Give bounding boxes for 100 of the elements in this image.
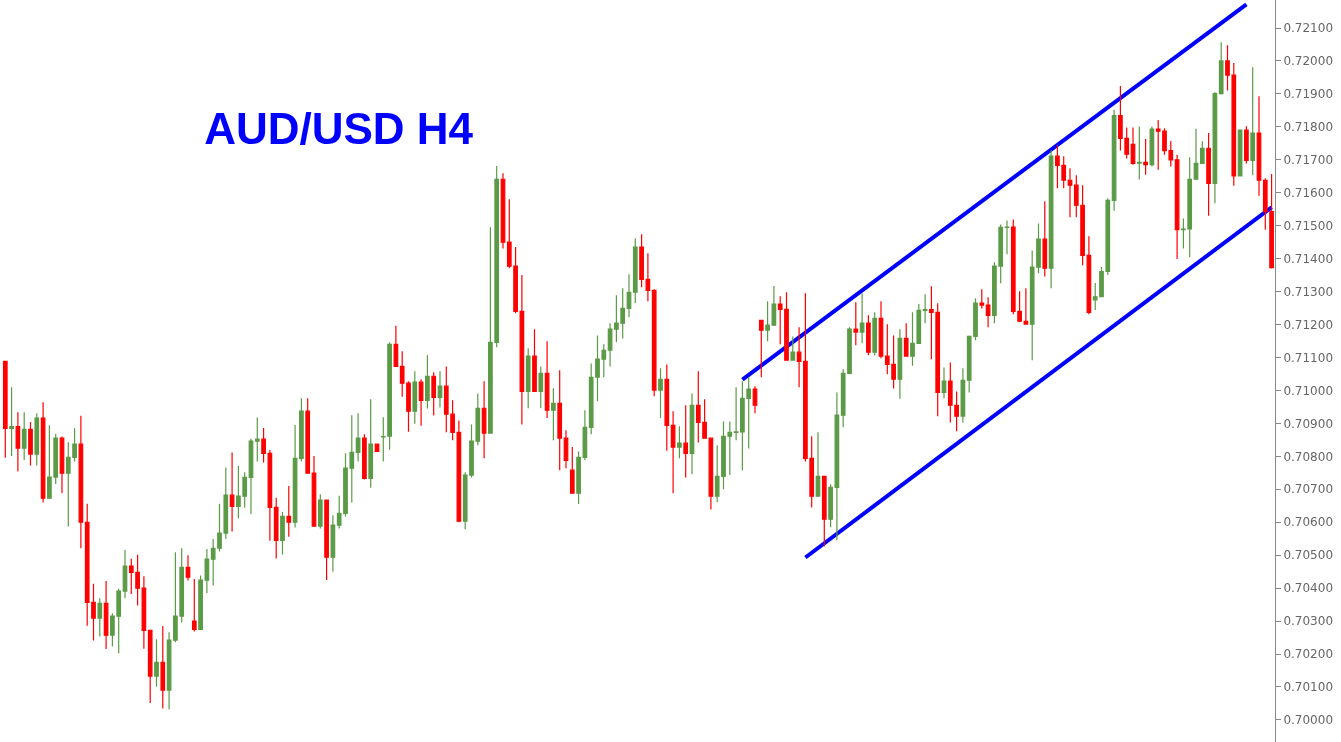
candlestick <box>154 638 159 688</box>
y-tick-label: 0.70500 <box>1283 548 1334 563</box>
candlestick <box>1149 125 1155 167</box>
candlestick <box>1067 167 1073 218</box>
candlestick <box>481 380 487 459</box>
candlestick <box>1256 95 1262 197</box>
candlestick <box>1218 41 1224 96</box>
candlestick <box>1130 126 1136 166</box>
y-tick-label: 0.70100 <box>1283 680 1334 695</box>
y-tick-label: 0.71400 <box>1283 251 1334 266</box>
y-tick-label: 0.71100 <box>1283 350 1334 365</box>
candlestick <box>859 292 865 344</box>
candlestick <box>317 493 323 530</box>
candlestick <box>9 386 14 457</box>
candlestick <box>664 363 670 452</box>
candlestick <box>632 237 638 304</box>
y-tick-label: 0.71300 <box>1283 284 1334 299</box>
candlestick <box>1212 91 1218 204</box>
candlestick <box>683 404 689 479</box>
candlestick <box>557 369 563 471</box>
candlestick <box>532 328 537 393</box>
candlestick <box>185 554 191 582</box>
candlestick <box>1237 129 1243 177</box>
y-tick-label: 0.70300 <box>1283 614 1334 629</box>
candlestick <box>1174 154 1180 260</box>
candlestick <box>362 433 367 480</box>
candlestick <box>1244 125 1249 165</box>
candlestick <box>431 371 437 417</box>
candlestick <box>97 597 103 638</box>
candlestick <box>1004 219 1010 255</box>
candlestick <box>821 475 827 547</box>
candlestick <box>815 431 821 497</box>
candlestick <box>78 415 84 549</box>
y-tick-label: 0.71600 <box>1283 185 1334 200</box>
candlestick <box>229 451 235 533</box>
candlestick <box>658 367 663 419</box>
y-tick-label: 0.71900 <box>1283 87 1334 102</box>
y-tick-label: 0.72000 <box>1283 54 1334 69</box>
candlestick <box>897 328 903 400</box>
candlestick <box>979 288 985 309</box>
candlestick <box>248 438 254 515</box>
candlestick <box>758 319 764 378</box>
candlestick <box>544 340 550 419</box>
candlestick <box>280 511 285 556</box>
candlestick <box>418 378 424 427</box>
candlestick <box>21 411 27 461</box>
candlestick <box>872 311 878 357</box>
candlestick <box>40 401 46 504</box>
candlestick <box>59 435 65 494</box>
candlestick <box>103 580 109 650</box>
candlestick <box>922 293 928 324</box>
candlestick <box>903 322 909 357</box>
candlestick <box>985 296 991 328</box>
candlestick <box>960 367 966 423</box>
candlestick <box>368 398 374 489</box>
candlestick <box>563 429 569 469</box>
candlestick <box>330 514 336 573</box>
candlestick <box>670 410 676 494</box>
candlestick <box>273 497 279 560</box>
y-tick-label: 0.70700 <box>1283 482 1334 497</box>
candlestick <box>412 370 418 425</box>
candlestick <box>853 301 859 346</box>
candlestick <box>425 354 430 410</box>
candlestick <box>1111 109 1117 212</box>
y-tick-label: 0.70200 <box>1283 647 1334 662</box>
candlestick <box>15 411 21 473</box>
candlestick <box>286 485 292 538</box>
candlestick <box>866 314 871 356</box>
candlestick <box>311 455 317 527</box>
candlestick <box>626 273 632 318</box>
candlestick <box>790 335 796 361</box>
candlestick <box>538 365 544 409</box>
candlestick <box>689 392 695 475</box>
candlestick <box>160 625 166 709</box>
candlestick <box>878 300 884 359</box>
candlestick <box>1206 132 1211 217</box>
y-tick-label: 0.70800 <box>1283 449 1334 464</box>
y-tick-label: 0.71000 <box>1283 383 1334 398</box>
candlestick <box>147 629 153 704</box>
candlestick <box>1199 140 1205 165</box>
candlestick <box>324 499 329 581</box>
candlestick <box>677 425 682 459</box>
candlestick <box>569 446 575 494</box>
y-tick-label: 0.71800 <box>1283 120 1334 135</box>
candlestick <box>191 578 197 633</box>
candlestick <box>355 412 361 463</box>
y-tick-label: 0.70600 <box>1283 515 1334 530</box>
candlestick <box>1193 128 1199 180</box>
candlestick <box>254 416 260 463</box>
y-tick-label: 0.70400 <box>1283 581 1334 596</box>
candlestick <box>1143 138 1148 176</box>
y-tick-label: 0.71500 <box>1283 218 1334 233</box>
candlestick <box>551 387 556 441</box>
candlestick <box>28 421 33 467</box>
y-tick-label: 0.72100 <box>1283 21 1334 36</box>
candlestick <box>941 366 947 399</box>
y-tick-label: 0.71200 <box>1283 317 1334 332</box>
candlestick <box>2 360 8 459</box>
y-tick-label: 0.71700 <box>1283 153 1334 167</box>
y-tick-label: 0.70000 <box>1283 713 1334 728</box>
